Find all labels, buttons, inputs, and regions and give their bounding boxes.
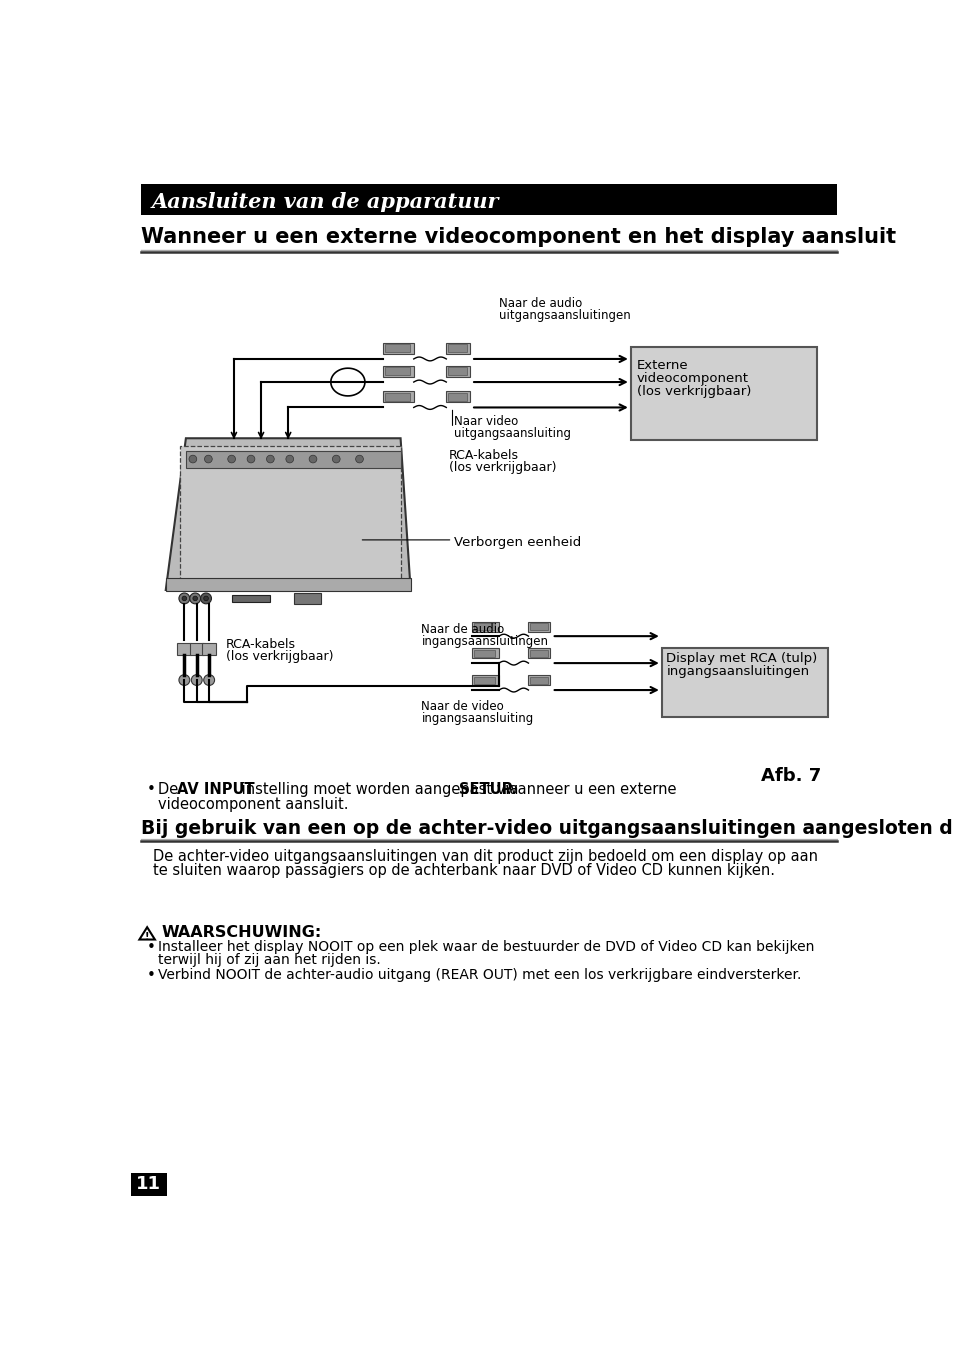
Bar: [474, 650, 495, 657]
Text: •: •: [147, 782, 156, 798]
Text: !: !: [145, 932, 150, 942]
Bar: [630, 347, 816, 440]
Text: ingangsaansluitingen: ingangsaansluitingen: [666, 665, 809, 679]
Text: RCA-kabels: RCA-kabels: [448, 449, 518, 462]
Circle shape: [179, 675, 190, 686]
Text: Externe: Externe: [637, 359, 688, 373]
Text: uitgangsaansluiting: uitgangsaansluiting: [454, 427, 571, 440]
Text: Aansluiten van de apparatuur: Aansluiten van de apparatuur: [152, 192, 498, 211]
Bar: [530, 650, 547, 657]
Bar: [447, 344, 467, 352]
Text: 11: 11: [136, 1175, 161, 1194]
Circle shape: [189, 455, 196, 463]
Text: uitgangsaansluitingen: uitgangsaansluitingen: [498, 309, 630, 322]
Polygon shape: [166, 438, 410, 589]
Bar: [186, 451, 400, 467]
Text: Display met RCA (tulp): Display met RCA (tulp): [666, 652, 817, 665]
Text: ingangsaansluiting: ingangsaansluiting: [421, 711, 533, 725]
Bar: [131, 1173, 167, 1196]
Circle shape: [286, 455, 294, 463]
Bar: [474, 678, 495, 684]
Circle shape: [200, 593, 212, 604]
Bar: [179, 446, 400, 583]
Text: Naar de audio: Naar de audio: [421, 623, 504, 635]
Circle shape: [266, 455, 274, 463]
Text: •: •: [147, 967, 156, 982]
Text: videocomponent: videocomponent: [637, 373, 748, 385]
Bar: [447, 393, 467, 401]
Bar: [446, 392, 469, 402]
Bar: [472, 675, 498, 686]
Circle shape: [355, 455, 363, 463]
Circle shape: [332, 455, 340, 463]
Text: De: De: [158, 782, 183, 798]
Text: Bij gebruik van een op de achter-video uitgangsaansluitingen aangesloten display: Bij gebruik van een op de achter-video u…: [141, 818, 953, 837]
Text: WAARSCHUWING:: WAARSCHUWING:: [161, 925, 321, 940]
Text: Wanneer u een externe videocomponent en het display aansluit: Wanneer u een externe videocomponent en …: [141, 228, 895, 247]
Bar: [661, 648, 827, 717]
Bar: [190, 644, 204, 656]
Circle shape: [204, 596, 208, 600]
Text: videocomponent aansluit.: videocomponent aansluit.: [158, 797, 348, 812]
Bar: [177, 644, 192, 656]
Circle shape: [204, 675, 214, 686]
Bar: [528, 622, 550, 631]
Bar: [202, 644, 216, 656]
Bar: [472, 649, 498, 659]
Circle shape: [228, 455, 235, 463]
Text: Naar video: Naar video: [454, 415, 517, 428]
Text: (los verkrijgbaar): (los verkrijgbaar): [637, 385, 751, 398]
Circle shape: [179, 593, 190, 604]
Bar: [446, 343, 469, 354]
Text: Naar de video: Naar de video: [421, 701, 504, 713]
Text: Verborgen eenheid: Verborgen eenheid: [454, 537, 580, 549]
Bar: [385, 393, 410, 401]
Text: terwijl hij of zij aan het rijden is.: terwijl hij of zij aan het rijden is.: [158, 954, 380, 967]
Text: (los verkrijgbaar): (los verkrijgbaar): [448, 461, 556, 474]
Circle shape: [192, 675, 202, 686]
Bar: [447, 367, 467, 375]
Bar: [528, 649, 550, 659]
Bar: [382, 392, 414, 402]
Bar: [166, 577, 410, 592]
Circle shape: [182, 596, 187, 600]
Bar: [385, 344, 410, 352]
Text: •: •: [147, 940, 156, 955]
Bar: [474, 623, 495, 630]
Bar: [232, 595, 270, 602]
Text: De achter-video uitgangsaansluitingen van dit product zijn bedoeld om een displa: De achter-video uitgangsaansluitingen va…: [153, 850, 818, 864]
Text: wanneer u een externe: wanneer u een externe: [500, 782, 676, 798]
Text: te sluiten waarop passagiers op de achterbank naar DVD of Video CD kunnen kijken: te sluiten waarop passagiers op de achte…: [153, 863, 775, 878]
Polygon shape: [139, 927, 154, 939]
Text: Naar de audio: Naar de audio: [498, 297, 581, 310]
Bar: [530, 678, 547, 684]
Bar: [382, 343, 414, 354]
Bar: [141, 184, 836, 215]
Bar: [446, 366, 469, 377]
Text: RCA-kabels: RCA-kabels: [226, 638, 295, 652]
Text: (los verkrijgbaar): (los verkrijgbaar): [226, 650, 334, 663]
Circle shape: [190, 593, 200, 604]
Text: Afb. 7: Afb. 7: [760, 767, 821, 785]
Text: Installeer het display NOOIT op een plek waar de bestuurder de DVD of Video CD k: Installeer het display NOOIT op een plek…: [158, 940, 814, 954]
Circle shape: [204, 455, 212, 463]
Bar: [530, 623, 547, 630]
Circle shape: [309, 455, 316, 463]
Text: ingangsaansluitingen: ingangsaansluitingen: [421, 634, 548, 648]
Bar: [528, 675, 550, 686]
Text: SETUP: SETUP: [458, 782, 512, 798]
Text: instelling moet worden aangepast via: instelling moet worden aangepast via: [237, 782, 523, 798]
Circle shape: [247, 455, 254, 463]
Bar: [382, 366, 414, 377]
Text: Verbind NOOIT de achter-audio uitgang (REAR OUT) met een los verkrijgbare eindve: Verbind NOOIT de achter-audio uitgang (R…: [158, 967, 801, 982]
Bar: [294, 593, 320, 604]
Circle shape: [193, 596, 197, 600]
Bar: [385, 367, 410, 375]
Text: AV INPUT: AV INPUT: [177, 782, 254, 798]
Bar: [472, 622, 498, 631]
